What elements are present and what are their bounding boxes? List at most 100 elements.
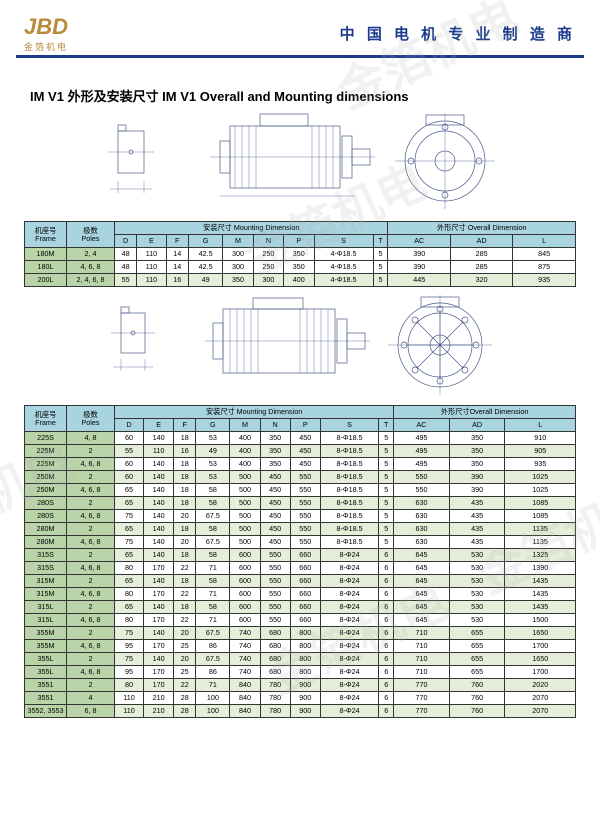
cell-value: 49 <box>188 274 222 287</box>
cell-value: 95 <box>115 640 144 653</box>
cell-value: 8-Φ24 <box>320 692 379 705</box>
cell-value: 900 <box>290 705 320 718</box>
col-P: P <box>284 235 314 248</box>
cell-value: 450 <box>260 510 290 523</box>
cell-frame: 180L <box>25 261 67 274</box>
cell-frame: 280S <box>25 497 67 510</box>
cell-value: 80 <box>115 562 144 575</box>
table-row: 315S4, 6, 88017022716005506608-Φ24664553… <box>25 562 576 575</box>
cell-value: 8-Φ18.5 <box>320 445 379 458</box>
cell-value: 740 <box>230 666 260 679</box>
cell-value: 53 <box>196 432 230 445</box>
col-overall: 外形尺寸 Overall Dimension <box>388 222 576 235</box>
table-row: 280S4, 6, 8751402067.55004505508-Φ18.556… <box>25 510 576 523</box>
cell-value: 600 <box>230 549 260 562</box>
cell-value: 445 <box>388 274 450 287</box>
cell-value: 550 <box>290 510 320 523</box>
cell-value: 435 <box>449 536 505 549</box>
cell-value: 65 <box>115 549 144 562</box>
cell-value: 500 <box>230 510 260 523</box>
cell-value: 680 <box>260 627 290 640</box>
cell-value: 140 <box>144 627 174 640</box>
cell-value: 8-Φ24 <box>320 588 379 601</box>
cell-value: 86 <box>196 640 230 653</box>
cell-value: 600 <box>230 601 260 614</box>
cell-value: 5 <box>373 261 388 274</box>
cell-value: 5 <box>379 458 394 471</box>
cell-value: 25 <box>174 640 196 653</box>
cell-value: 170 <box>144 666 174 679</box>
cell-value: 600 <box>230 614 260 627</box>
cell-value: 4-Φ18.5 <box>314 248 373 261</box>
cell-value: 75 <box>115 536 144 549</box>
cell-value: 6 <box>379 562 394 575</box>
cell-value: 5 <box>379 432 394 445</box>
table-row: 280M26514018585004505508-Φ18.55630435113… <box>25 523 576 536</box>
cell-value: 8-Φ24 <box>320 549 379 562</box>
cell-value: 14 <box>166 248 188 261</box>
cell-value: 5 <box>373 274 388 287</box>
cell-value: 2070 <box>505 692 576 705</box>
cell-value: 780 <box>260 705 290 718</box>
cell-value: 350 <box>284 248 314 261</box>
cell-value: 350 <box>449 458 505 471</box>
cell-value: 550 <box>394 471 450 484</box>
cell-value: 8-Φ18.5 <box>320 497 379 510</box>
cell-value: 1390 <box>505 562 576 575</box>
col-S: S <box>314 235 373 248</box>
cell-value: 80 <box>115 679 144 692</box>
cell-value: 75 <box>115 653 144 666</box>
cell-value: 18 <box>174 575 196 588</box>
cell-value: 530 <box>449 575 505 588</box>
cell-value: 760 <box>449 705 505 718</box>
cell-frame: 315L <box>25 614 67 627</box>
cell-value: 6 <box>379 679 394 692</box>
cell-frame: 225M <box>25 445 67 458</box>
cell-value: 65 <box>115 523 144 536</box>
cell-poles: 4, 6, 8 <box>67 536 115 549</box>
col-AD: AD <box>450 235 512 248</box>
table-row: 355M2751402067.57406808008-Φ246710655165… <box>25 627 576 640</box>
cell-value: 140 <box>144 601 174 614</box>
cell-poles: 2 <box>67 445 115 458</box>
cell-value: 140 <box>144 510 174 523</box>
col-N: N <box>260 419 290 432</box>
cell-value: 435 <box>449 497 505 510</box>
cell-value: 67.5 <box>196 653 230 666</box>
cell-value: 170 <box>144 588 174 601</box>
cell-value: 250 <box>253 248 283 261</box>
cell-frame: 3551 <box>25 692 67 705</box>
cell-value: 5 <box>379 523 394 536</box>
cell-value: 935 <box>513 274 576 287</box>
table-row: 315M4, 6, 88017022716005506608-Φ24664553… <box>25 588 576 601</box>
col-AC: AC <box>394 419 450 432</box>
cell-poles: 2 <box>67 653 115 666</box>
cell-value: 20 <box>174 627 196 640</box>
cell-value: 390 <box>449 484 505 497</box>
cell-value: 840 <box>230 705 260 718</box>
cell-value: 1435 <box>505 575 576 588</box>
cell-value: 300 <box>223 261 253 274</box>
cell-value: 550 <box>290 536 320 549</box>
cell-value: 900 <box>290 679 320 692</box>
cell-value: 550 <box>260 588 290 601</box>
cell-value: 390 <box>388 261 450 274</box>
cell-value: 14 <box>166 261 188 274</box>
cell-value: 800 <box>290 640 320 653</box>
cell-value: 18 <box>174 523 196 536</box>
cell-poles: 2 <box>67 549 115 562</box>
cell-value: 495 <box>394 432 450 445</box>
cell-value: 8-Φ24 <box>320 640 379 653</box>
cell-value: 20 <box>174 510 196 523</box>
cell-value: 71 <box>196 588 230 601</box>
table-row: 355L2751402067.57406808008-Φ246710655165… <box>25 653 576 666</box>
cell-value: 100 <box>196 692 230 705</box>
cell-value: 655 <box>449 640 505 653</box>
cell-frame: 200L <box>25 274 67 287</box>
cell-value: 800 <box>290 666 320 679</box>
cell-value: 1700 <box>505 666 576 679</box>
cell-frame: 225S <box>25 432 67 445</box>
cell-poles: 2 <box>67 601 115 614</box>
cell-value: 680 <box>260 640 290 653</box>
cell-poles: 4, 6, 8 <box>67 458 115 471</box>
